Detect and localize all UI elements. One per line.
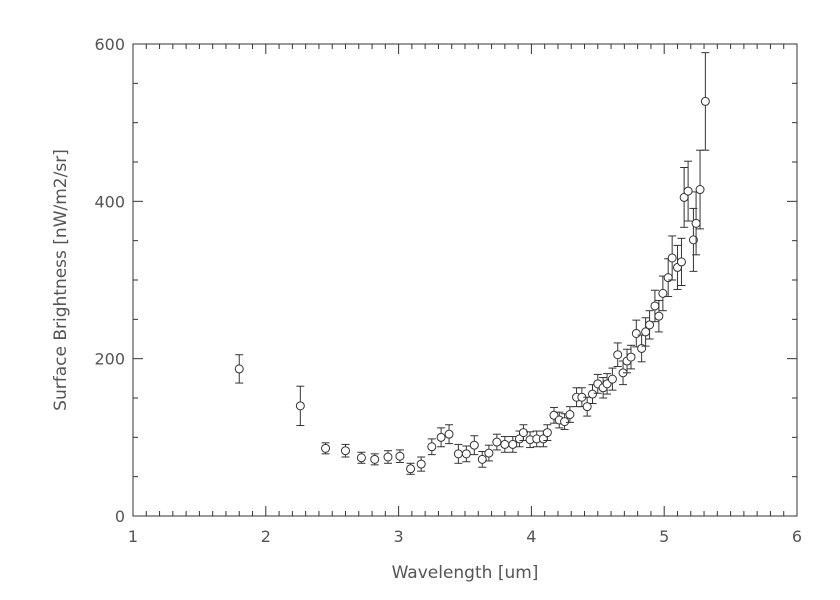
point-marker xyxy=(234,364,244,374)
data-point xyxy=(356,451,366,464)
data-point xyxy=(383,450,393,464)
y-tick-label: 600 xyxy=(94,35,125,54)
point-marker xyxy=(453,449,463,459)
x-tick-label: 6 xyxy=(792,527,802,546)
point-marker xyxy=(370,454,380,464)
data-point xyxy=(453,443,463,464)
point-marker xyxy=(542,428,552,438)
data-point xyxy=(340,443,350,458)
point-marker xyxy=(500,439,510,449)
x-tick-label: 1 xyxy=(128,527,138,546)
data-point xyxy=(637,334,647,363)
data-point xyxy=(492,433,502,451)
data-point xyxy=(234,354,244,384)
data-point xyxy=(370,453,380,466)
data-point xyxy=(436,427,446,448)
point-marker xyxy=(613,350,623,360)
x-axis-label: Wavelength [um] xyxy=(392,563,539,583)
y-axis-label: Surface Brightness [nW/m2/sr] xyxy=(51,149,71,411)
data-point xyxy=(613,342,623,368)
data-point xyxy=(626,344,636,370)
point-marker xyxy=(295,401,305,411)
point-marker xyxy=(691,218,701,228)
point-marker xyxy=(676,257,686,267)
point-marker xyxy=(626,352,636,362)
point-marker xyxy=(477,454,487,464)
data-point xyxy=(645,310,655,340)
point-marker xyxy=(607,374,617,384)
data-point xyxy=(508,436,518,453)
data-point xyxy=(672,244,682,290)
data-point xyxy=(650,289,660,323)
data-point xyxy=(679,167,689,228)
data-point xyxy=(667,235,677,281)
point-marker xyxy=(444,429,454,439)
point-marker xyxy=(688,235,698,245)
point-marker xyxy=(356,453,366,463)
data-point xyxy=(542,424,552,441)
point-marker xyxy=(469,440,479,450)
data-point xyxy=(484,444,494,462)
point-marker xyxy=(582,402,592,412)
data-point xyxy=(469,435,479,456)
point-marker xyxy=(695,185,705,195)
data-point xyxy=(444,424,454,445)
point-marker xyxy=(321,443,331,453)
point-marker xyxy=(683,186,693,196)
data-point xyxy=(700,52,710,151)
point-marker xyxy=(492,437,502,447)
data-point xyxy=(607,367,617,391)
point-marker xyxy=(587,389,597,399)
x-tick-label: 5 xyxy=(659,527,669,546)
data-point xyxy=(416,456,426,472)
point-marker xyxy=(650,301,660,311)
data-point xyxy=(395,449,405,464)
point-marker xyxy=(383,452,393,462)
point-marker xyxy=(461,449,471,459)
x-tick-label: 2 xyxy=(261,527,271,546)
x-tick-label: 3 xyxy=(394,527,404,546)
y-tick-label: 400 xyxy=(94,192,125,211)
point-marker xyxy=(565,410,575,420)
y-tick-label: 0 xyxy=(115,507,125,526)
plot-frame xyxy=(132,43,798,517)
x-tick-label: 4 xyxy=(526,527,536,546)
y-tick-label: 200 xyxy=(94,350,125,369)
point-marker xyxy=(340,446,350,456)
point-marker xyxy=(631,328,641,338)
point-marker xyxy=(508,439,518,449)
point-marker xyxy=(436,432,446,442)
data-point xyxy=(631,319,641,348)
point-marker xyxy=(645,320,655,330)
point-marker xyxy=(658,288,668,298)
data-point xyxy=(654,299,664,333)
data-point xyxy=(500,436,510,453)
data-point xyxy=(582,396,592,417)
point-marker xyxy=(560,417,570,427)
point-marker xyxy=(427,442,437,452)
data-point xyxy=(577,387,587,408)
point-marker xyxy=(484,448,494,458)
data-point xyxy=(695,149,705,230)
data-point xyxy=(676,237,686,287)
point-marker xyxy=(518,428,528,438)
data-point xyxy=(683,160,693,222)
data-point xyxy=(321,442,331,455)
data-point xyxy=(525,431,535,449)
point-marker xyxy=(700,96,710,106)
data-point xyxy=(461,445,471,463)
data-point xyxy=(295,385,305,427)
data-point xyxy=(658,275,668,312)
data-point xyxy=(518,424,528,441)
point-marker xyxy=(654,311,664,321)
point-marker xyxy=(395,451,405,461)
data-point xyxy=(427,438,437,456)
data-point xyxy=(406,462,416,475)
point-marker xyxy=(416,459,426,469)
point-marker xyxy=(667,253,677,263)
point-marker xyxy=(406,464,416,474)
